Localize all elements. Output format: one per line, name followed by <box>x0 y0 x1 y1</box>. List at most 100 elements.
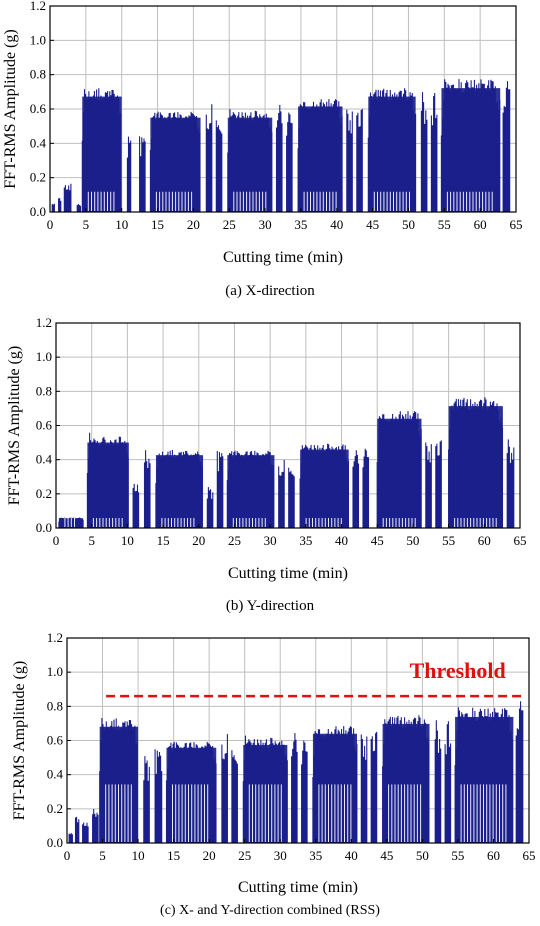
data-segment <box>278 459 285 528</box>
x-tick-label: 55 <box>442 533 455 548</box>
x-axis-label: Cutting time (min) <box>238 879 358 896</box>
segment-spikes <box>205 104 213 212</box>
segment-lowlevel <box>303 191 337 211</box>
data-segment <box>506 439 515 528</box>
data-segment <box>382 715 430 843</box>
x-tick-label: 60 <box>487 848 500 863</box>
x-tick-label: 30 <box>259 217 272 232</box>
segment-lowlevel <box>382 518 416 527</box>
x-tick-label: 60 <box>474 217 487 232</box>
segment-spikes <box>155 449 203 528</box>
y-tick-label: 0.2 <box>36 486 52 501</box>
data-segment <box>205 104 213 212</box>
segment-spikes <box>149 111 201 212</box>
data-segment <box>221 734 228 843</box>
segment-lowlevel <box>64 518 75 527</box>
segment-spikes <box>206 487 214 528</box>
x-tick-label: 35 <box>299 533 312 548</box>
y-tick-label: 0.2 <box>30 170 46 185</box>
x-tick-label: 50 <box>416 848 429 863</box>
segment-spikes <box>425 442 432 528</box>
data-series <box>68 701 524 843</box>
y-tick-label: 1.2 <box>30 0 46 13</box>
y-tick-label: 0.0 <box>36 520 52 535</box>
segment-lowlevel <box>373 191 410 211</box>
x-tick-label: 35 <box>309 848 322 863</box>
x-tick-label: 20 <box>187 217 200 232</box>
y-tick-label: 0.4 <box>36 452 53 467</box>
y-tick-label: 0.4 <box>30 135 47 150</box>
data-segment <box>367 88 417 212</box>
segment-lowlevel <box>155 191 193 211</box>
segment-spikes <box>301 740 308 843</box>
figure-x-direction: 0 5 10 15 20 25 30 35 40 45 50 55 60 65 0.0 0.2 0.4 0.6 0.… <box>0 0 540 310</box>
x-tick-label: 30 <box>274 848 287 863</box>
chart-y-direction: 0 5 10 15 20 25 30 35 40 45 50 55 60 65 0.0 0.2 0.4 0.6 0.… <box>6 315 527 582</box>
x-tick-label: 65 <box>523 848 536 863</box>
data-segment <box>74 816 80 843</box>
segment-spikes <box>221 734 228 843</box>
x-tick-label: 40 <box>330 217 343 232</box>
x-tick-label: 5 <box>83 217 90 232</box>
segment-spikes <box>216 451 224 528</box>
y-axis-label: FFT-RMS Amplitude (g) <box>6 346 23 505</box>
segment-spikes <box>356 108 363 212</box>
data-segment <box>126 136 132 212</box>
segment-spikes <box>154 749 163 843</box>
segment-lowlevel <box>87 191 115 211</box>
segment-lowlevel <box>233 191 267 211</box>
x-tick-label: 10 <box>132 848 145 863</box>
data-segment <box>242 735 288 843</box>
segment-lowlevel <box>388 784 422 842</box>
x-tick-label: 5 <box>99 848 106 863</box>
threshold-label: Threshold <box>410 658 506 683</box>
data-segment <box>362 448 370 528</box>
chart-combined-rss: Threshold 0 5 10 15 20 25 30 35 40 45 50 55 60 65 0.0 0.… <box>11 630 536 896</box>
data-segment <box>82 822 89 843</box>
segment-spikes <box>299 443 350 528</box>
segment-spikes <box>506 439 515 528</box>
data-segment <box>360 734 368 843</box>
segment-spikes <box>139 136 146 212</box>
y-tick-label: 0.4 <box>47 767 64 782</box>
segment-spikes <box>92 809 99 843</box>
x-tick-label: 35 <box>294 217 307 232</box>
y-axis-label: FFT-RMS Amplitude (g) <box>11 661 28 820</box>
data-segment <box>227 109 273 212</box>
x-tick-label: 5 <box>88 533 95 548</box>
segment-spikes <box>99 718 138 843</box>
segment-spikes <box>215 120 223 212</box>
segment-lowlevel <box>446 191 493 211</box>
segment-spikes <box>370 731 378 843</box>
y-tick-label: 0.8 <box>47 698 63 713</box>
x-tick-label: 25 <box>238 848 251 863</box>
segment-spikes <box>81 88 122 212</box>
segment-spikes <box>352 450 360 528</box>
x-tick-label: 25 <box>228 533 241 548</box>
x-tick-label: 0 <box>64 848 71 863</box>
segment-spikes <box>291 733 298 843</box>
caption-y-direction: (b) Y-direction <box>225 598 315 614</box>
segment-spikes <box>346 109 353 212</box>
data-segment <box>92 809 99 843</box>
data-segment <box>299 443 350 528</box>
data-segment <box>143 450 151 528</box>
segment-spikes <box>74 816 80 843</box>
x-tick-label: 40 <box>335 533 348 548</box>
data-segment <box>286 112 293 212</box>
segment-spikes <box>143 450 151 528</box>
data-segment <box>297 99 343 212</box>
segment-spikes <box>454 707 513 843</box>
segment-spikes <box>434 720 442 843</box>
data-segment <box>51 203 55 212</box>
data-segment <box>155 449 204 528</box>
segment-spikes <box>278 459 285 528</box>
x-tick-label: 55 <box>451 848 464 863</box>
y-tick-label: 1.2 <box>47 630 63 645</box>
x-tick-label: 15 <box>151 217 164 232</box>
y-tick-label: 0.6 <box>47 733 64 748</box>
data-segment <box>420 92 428 212</box>
figure-y-direction: 0 5 10 15 20 25 30 35 40 45 50 55 60 65 0.0 0.2 0.4 0.6 0.… <box>0 310 540 622</box>
segment-spikes <box>430 93 438 212</box>
segment-spikes <box>444 721 452 843</box>
